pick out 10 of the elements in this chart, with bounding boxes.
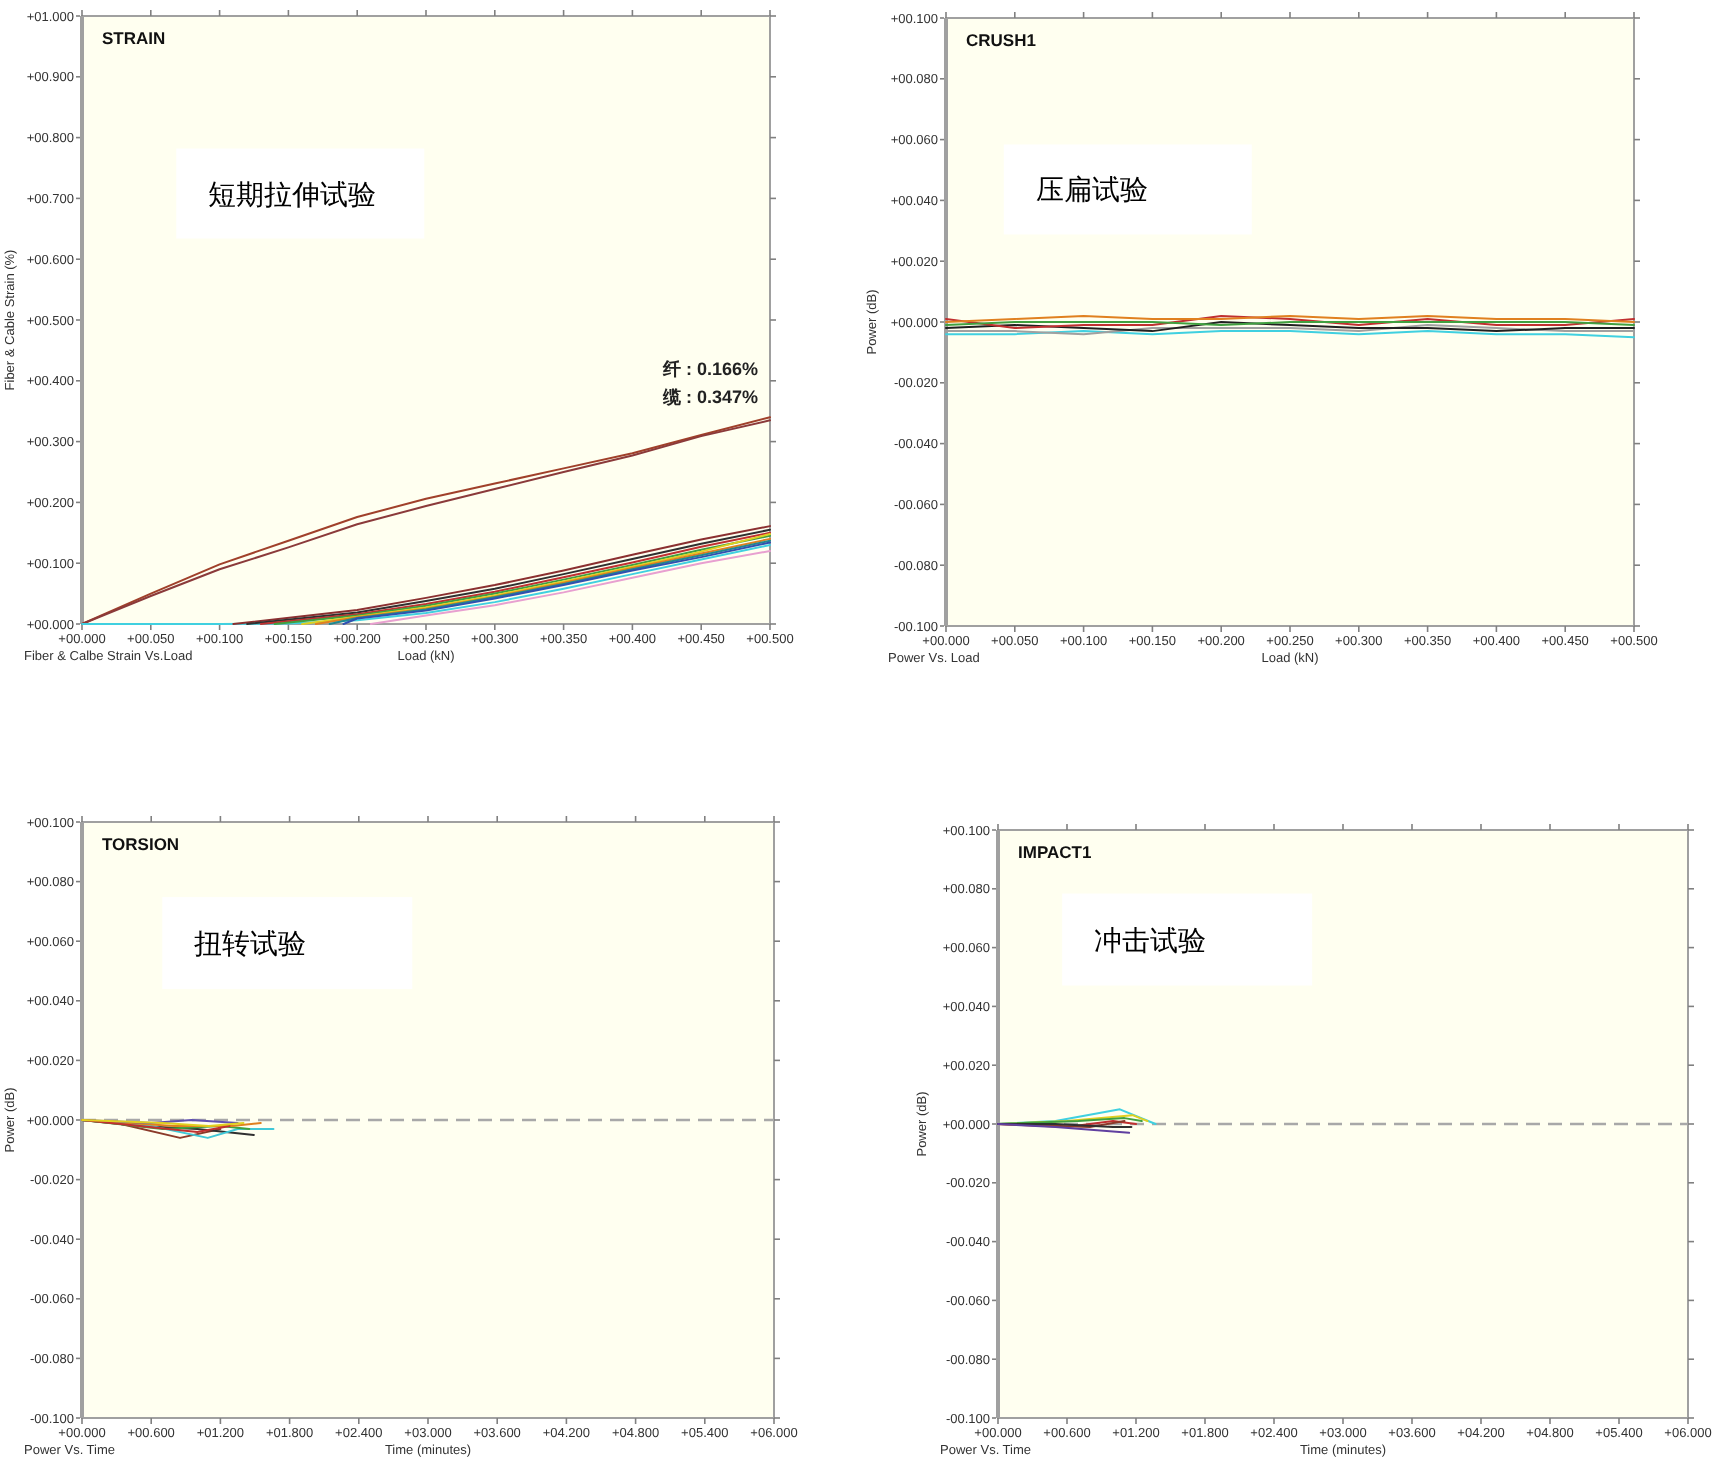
- text: TORSION: [102, 834, 180, 854]
- annotation: 纤 : 0.166%: [660, 358, 758, 379]
- text: IMPACT1: [1018, 842, 1092, 862]
- text: STRAIN: [102, 28, 166, 48]
- text: CRUSH1: [966, 30, 1037, 50]
- text: 短期拉伸试验: [208, 177, 377, 210]
- text: 扭转试验: [194, 927, 307, 960]
- annotation: 缆 : 0.347%: [660, 386, 758, 407]
- text: 压扁试验: [1035, 173, 1148, 206]
- text: 冲击试验: [1094, 923, 1207, 956]
